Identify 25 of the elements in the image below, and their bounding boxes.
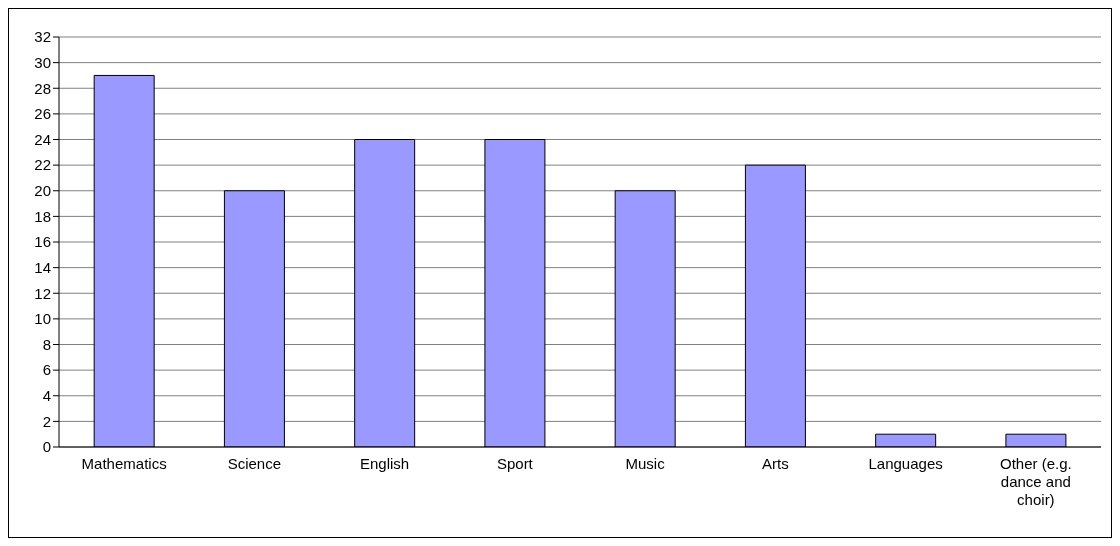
y-tick-label: 32: [34, 28, 51, 46]
x-tick-label: Music: [625, 455, 666, 472]
y-tick-label: 4: [42, 387, 51, 405]
y-tick-label: 16: [34, 233, 51, 251]
y-tick-label: 14: [34, 258, 51, 276]
y-tick-label: 2: [42, 412, 51, 430]
y-tick-label: 30: [34, 53, 51, 71]
x-tick-label: Sport: [496, 455, 534, 472]
y-tick-label: 6: [42, 361, 51, 379]
x-tick-label: Languages: [868, 455, 943, 472]
x-tick-label: Mathematics: [81, 455, 167, 472]
x-tick-label: Arts: [762, 455, 789, 472]
y-tick-label: 26: [34, 105, 51, 123]
y-tick-label: 12: [34, 284, 51, 302]
x-tick-label: Other (e.g. dance and choir): [1000, 455, 1072, 508]
x-tick-label: English: [360, 455, 410, 472]
y-tick-label: 10: [34, 310, 51, 328]
y-tick-label: 20: [34, 182, 51, 200]
x-tick-label: Science: [227, 455, 282, 472]
y-tick-label: 28: [34, 79, 51, 97]
y-tick-label: 24: [34, 130, 51, 148]
y-tick-label: 22: [34, 156, 51, 174]
y-tick-label: 18: [34, 207, 51, 225]
y-tick-label: 0: [42, 438, 51, 456]
y-tick-label: 8: [42, 335, 51, 353]
